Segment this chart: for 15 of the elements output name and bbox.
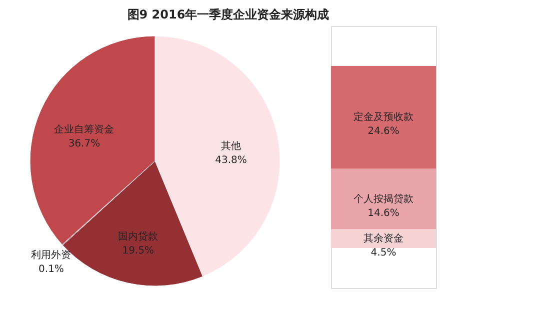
slice-label: 利用外资	[31, 248, 72, 261]
data-label: 4.5%	[370, 248, 396, 259]
data-label: 36.7%	[68, 138, 100, 150]
slice-label: 企业自筹资金	[54, 123, 114, 136]
slice-label: 其他	[221, 140, 242, 152]
data-label: 19.5%	[122, 246, 154, 257]
series-label: 其余资金	[364, 232, 404, 245]
slice-label: 国内贷款	[118, 230, 158, 243]
data-label: 14.6%	[368, 208, 400, 219]
data-label: 24.6%	[368, 126, 400, 138]
series-label: 定金及预收款	[354, 111, 414, 124]
chart-title: 图9 2016年一季度企业资金来源构成	[127, 8, 330, 22]
series-label: 个人按揭贷款	[354, 192, 414, 205]
data-label: 0.1%	[38, 264, 64, 275]
data-label: 43.8%	[215, 154, 247, 166]
